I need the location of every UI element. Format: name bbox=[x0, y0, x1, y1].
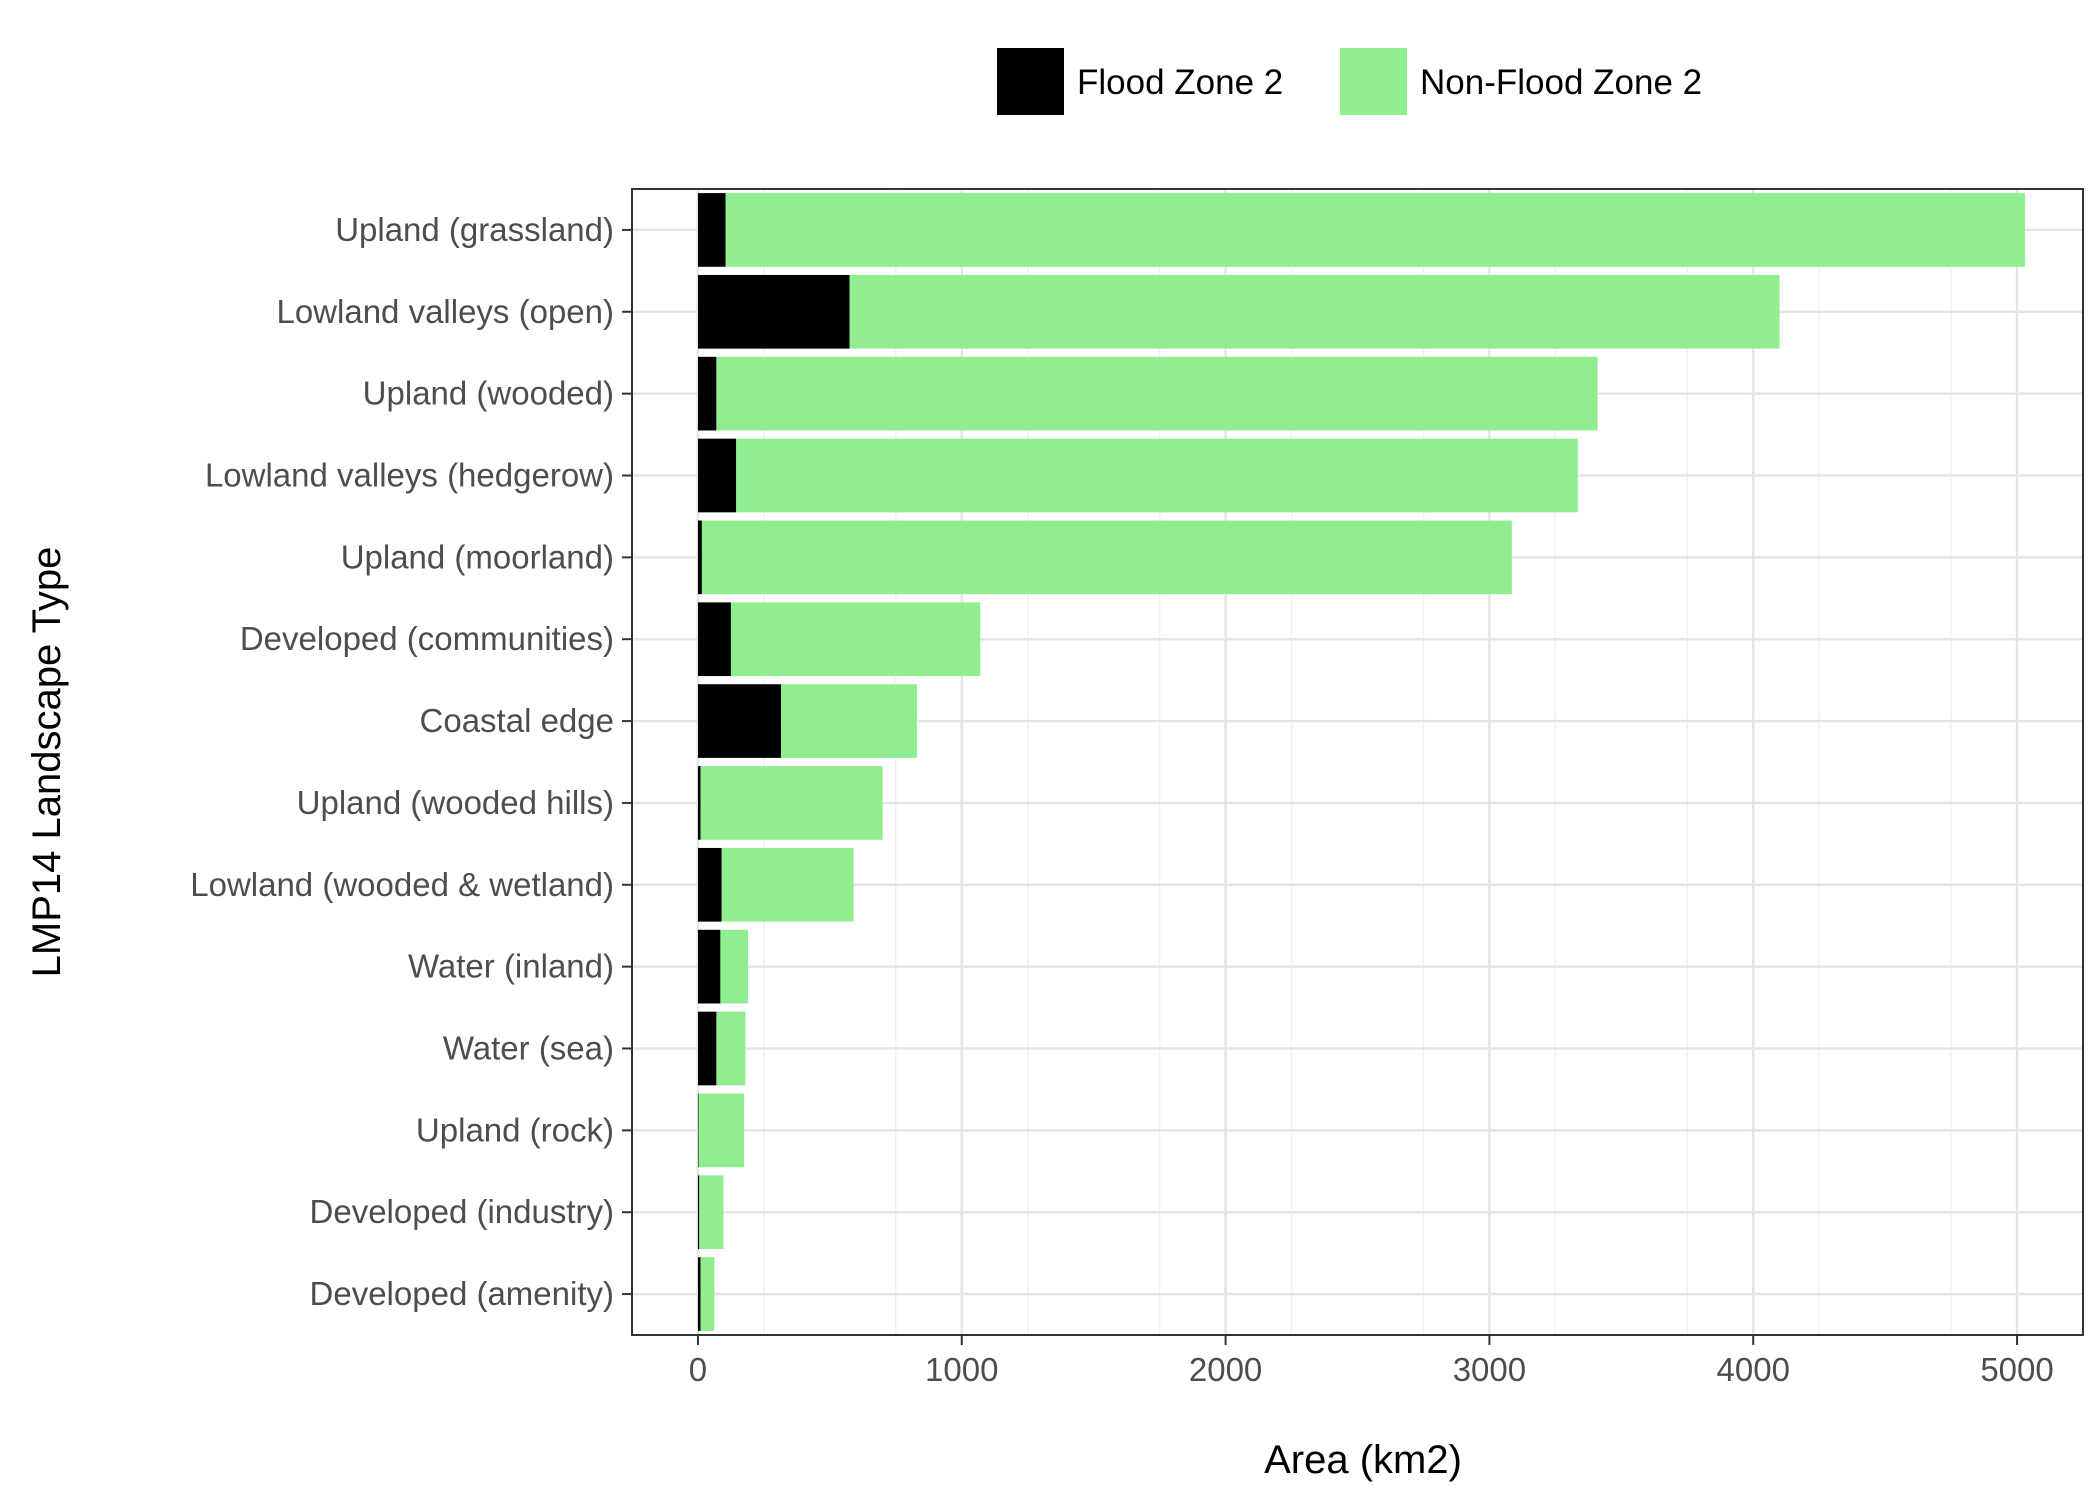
bar-non-flood-zone-2 bbox=[699, 1175, 724, 1250]
x-tick-label: 1000 bbox=[925, 1351, 998, 1388]
bar-non-flood-zone-2 bbox=[849, 274, 1780, 349]
plot-border bbox=[631, 188, 2084, 1336]
bar-non-flood-zone-2 bbox=[716, 356, 1598, 431]
bar-non-flood-zone-2 bbox=[736, 438, 1578, 513]
legend-key-non-flood-zone-2 bbox=[1340, 48, 1407, 115]
x-tick-label: 0 bbox=[689, 1351, 707, 1388]
bar-non-flood-zone-2 bbox=[698, 1093, 745, 1168]
bar-non-flood-zone-2 bbox=[720, 929, 749, 1004]
legend-label: Flood Zone 2 bbox=[1077, 63, 1283, 102]
y-tick-label: Lowland (wooded & wetland) bbox=[190, 866, 614, 903]
bar-non-flood-zone-2 bbox=[725, 193, 2025, 267]
bar-flood-zone-2 bbox=[697, 929, 721, 1004]
bar-flood-zone-2 bbox=[697, 1257, 701, 1331]
bar-non-flood-zone-2 bbox=[716, 1011, 746, 1086]
bar-flood-zone-2 bbox=[697, 1175, 700, 1250]
y-tick-label: Coastal edge bbox=[420, 702, 614, 739]
bar-flood-zone-2 bbox=[697, 684, 782, 758]
bar-flood-zone-2 bbox=[697, 602, 731, 677]
y-tick-label: Upland (grassland) bbox=[335, 211, 614, 248]
bar-non-flood-zone-2 bbox=[701, 520, 1512, 595]
y-tick-label: Upland (rock) bbox=[416, 1111, 614, 1148]
x-axis-title: Area (km2) bbox=[1264, 1438, 1462, 1482]
bar-flood-zone-2 bbox=[697, 1093, 699, 1168]
bar-flood-zone-2 bbox=[697, 847, 722, 922]
y-tick-label: Lowland valleys (open) bbox=[276, 293, 614, 330]
y-tick-label: Water (inland) bbox=[408, 948, 614, 985]
y-tick-label: Developed (communities) bbox=[240, 620, 614, 657]
x-tick-label: 5000 bbox=[1980, 1351, 2053, 1388]
legend-label: Non-Flood Zone 2 bbox=[1420, 63, 1702, 102]
y-axis: Upland (grassland) Lowland valleys (open)… bbox=[190, 211, 632, 1312]
y-tick-label: Developed (amenity) bbox=[310, 1275, 614, 1312]
legend: Flood Zone 2 Non-Flood Zone 2 bbox=[997, 48, 1702, 115]
grid bbox=[631, 189, 2084, 1335]
bar-flood-zone-2 bbox=[697, 193, 726, 267]
bars bbox=[697, 193, 2025, 1331]
bar-non-flood-zone-2 bbox=[781, 684, 917, 758]
bar-non-flood-zone-2 bbox=[730, 602, 981, 677]
legend-key-flood-zone-2 bbox=[997, 48, 1064, 115]
bar-non-flood-zone-2 bbox=[700, 766, 883, 840]
x-tick-label: 4000 bbox=[1717, 1351, 1790, 1388]
y-tick-label: Water (sea) bbox=[443, 1030, 614, 1067]
y-tick-label: Upland (wooded) bbox=[363, 375, 614, 412]
bar-non-flood-zone-2 bbox=[721, 847, 854, 922]
bar-flood-zone-2 bbox=[697, 766, 701, 840]
bar-flood-zone-2 bbox=[697, 438, 737, 513]
y-tick-label: Upland (wooded hills) bbox=[297, 784, 614, 821]
bar-flood-zone-2 bbox=[697, 274, 850, 349]
y-tick-label: Lowland valleys (hedgerow) bbox=[205, 457, 614, 494]
x-tick-label: 2000 bbox=[1189, 1351, 1262, 1388]
y-tick-label: Developed (industry) bbox=[310, 1193, 614, 1230]
y-axis-title: LMP14 Landscape Type bbox=[25, 547, 69, 978]
x-axis: 0 1000 2000 3000 4000 5000 bbox=[689, 1335, 2054, 1388]
bar-non-flood-zone-2 bbox=[700, 1257, 715, 1331]
bar-flood-zone-2 bbox=[697, 1011, 717, 1086]
bar-flood-zone-2 bbox=[697, 520, 702, 595]
x-tick-label: 3000 bbox=[1453, 1351, 1526, 1388]
y-tick-label: Upland (moorland) bbox=[341, 538, 614, 575]
bar-flood-zone-2 bbox=[697, 356, 717, 431]
